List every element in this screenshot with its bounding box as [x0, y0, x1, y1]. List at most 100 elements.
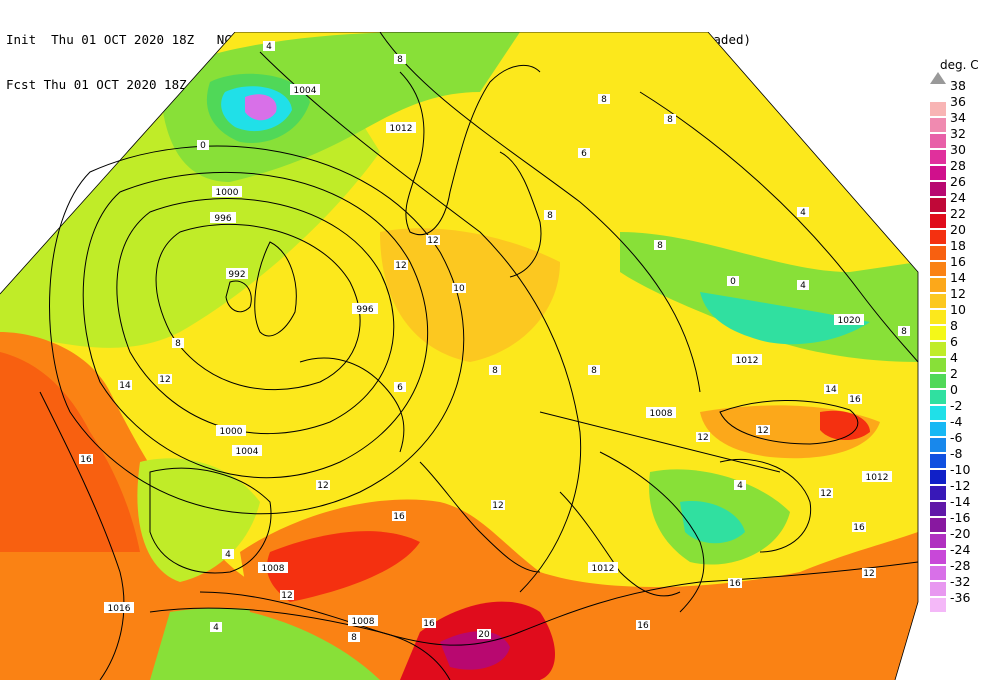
isobar-1008-central [259, 51, 582, 593]
isobar-label: 1020 [834, 314, 864, 326]
coast-britain [254, 241, 297, 337]
svg-text:6: 6 [581, 149, 587, 159]
legend-label: -12 [950, 478, 971, 493]
svg-text:12: 12 [317, 481, 328, 491]
svg-text:20: 20 [478, 630, 490, 640]
isobar-1008-east [539, 411, 781, 473]
isobar-label: 1008 [348, 615, 378, 627]
coast-n-africa [149, 561, 919, 646]
svg-text:992: 992 [228, 270, 245, 280]
isobar-label: 1004 [290, 84, 320, 96]
svg-text:12: 12 [863, 569, 874, 579]
legend-overflow-arrow-icon [930, 72, 946, 84]
legend-swatch [930, 198, 946, 212]
legend-row: 2 [926, 366, 996, 388]
field-label: 0 [727, 276, 739, 287]
isobar-label: 996 [210, 212, 236, 224]
isobar-1000 [82, 171, 429, 479]
legend-row: 34 [926, 110, 996, 132]
isobar-label: 1000 [212, 186, 242, 198]
legend-label: 12 [950, 286, 966, 301]
field-zone-iceland-peak [245, 94, 277, 121]
svg-text:8: 8 [175, 339, 181, 349]
svg-text:8: 8 [601, 95, 607, 105]
field-label: 10 [452, 283, 466, 294]
field-label: 12 [819, 488, 833, 499]
legend-row: 4 [926, 350, 996, 372]
svg-text:8: 8 [492, 366, 498, 376]
svg-text:4: 4 [800, 281, 806, 291]
svg-text:8: 8 [591, 366, 597, 376]
legend-row: 28 [926, 158, 996, 180]
isobar-label: 1000 [216, 425, 246, 437]
coast-black-sea [719, 400, 859, 445]
legend-swatch [930, 182, 946, 196]
legend-row: -14 [926, 494, 996, 516]
legend-row: -20 [926, 526, 996, 548]
legend-swatch [930, 566, 946, 580]
legend-swatch [930, 166, 946, 180]
field-label: 16 [392, 511, 406, 522]
svg-text:996: 996 [356, 305, 373, 315]
svg-text:8: 8 [667, 115, 673, 125]
legend-label: 24 [950, 190, 966, 205]
field-label: 0 [197, 140, 209, 151]
svg-text:1000: 1000 [216, 188, 239, 198]
legend-label: -6 [950, 430, 963, 445]
legend-label: -16 [950, 510, 971, 525]
svg-text:12: 12 [427, 236, 438, 246]
legend-label: -8 [950, 446, 963, 461]
isobar-1016 [39, 391, 125, 680]
field-label: 12 [862, 568, 876, 579]
legend-swatch [930, 246, 946, 260]
field-label: 12 [696, 432, 710, 443]
svg-text:8: 8 [547, 211, 553, 221]
field-label: 12 [316, 480, 330, 491]
legend-row: -36 [926, 590, 996, 612]
field-label: 4 [263, 41, 275, 52]
svg-text:12: 12 [159, 375, 170, 385]
legend-swatch [930, 262, 946, 276]
legend-swatch [930, 390, 946, 404]
isobar-label: 1008 [646, 407, 676, 419]
legend-label: -28 [950, 558, 971, 573]
legend-swatch [930, 374, 946, 388]
dew-point-map: 1004 10 12 1000 996 992 996 1000 1004 100… [0, 32, 919, 680]
legend-swatch [930, 438, 946, 452]
legend-row: 32 [926, 126, 996, 148]
field-label: 16 [636, 620, 650, 631]
field-label: 8 [664, 114, 676, 125]
legend-label: 8 [950, 318, 958, 333]
field-zone-central [380, 228, 560, 362]
svg-text:4: 4 [213, 623, 219, 633]
legend-row: 14 [926, 270, 996, 292]
isobar-992 [155, 223, 361, 391]
isobar-label-group: 1004 10 12 1000 996 992 996 1000 1004 100… [104, 84, 892, 627]
legend-swatch [930, 102, 946, 116]
isobar-label: 992 [226, 268, 248, 280]
legend-swatch [930, 518, 946, 532]
legend-label: -20 [950, 526, 971, 541]
field-label: 12 [158, 374, 172, 385]
legend-row: 20 [926, 222, 996, 244]
legend-label: 36 [950, 94, 966, 109]
field-zone-turkey-cold [680, 501, 745, 544]
legend-label: 20 [950, 222, 966, 237]
legend-row: -32 [926, 574, 996, 596]
legend-row: -24 [926, 542, 996, 564]
coast-italy [419, 461, 541, 573]
legend-label: 26 [950, 174, 966, 189]
svg-text:12: 12 [395, 261, 406, 271]
legend-swatch [930, 534, 946, 548]
svg-text:16: 16 [423, 619, 435, 629]
isobar-label: 1004 [232, 445, 262, 457]
field-zone-caspian [820, 410, 870, 441]
legend-swatch [930, 310, 946, 324]
field-label: 8 [348, 632, 360, 643]
svg-text:12: 12 [820, 489, 831, 499]
svg-text:8: 8 [397, 55, 403, 65]
legend-swatch [930, 454, 946, 468]
svg-text:16: 16 [853, 523, 865, 533]
svg-text:12: 12 [757, 426, 768, 436]
isobar-label: 1008 [258, 562, 288, 574]
